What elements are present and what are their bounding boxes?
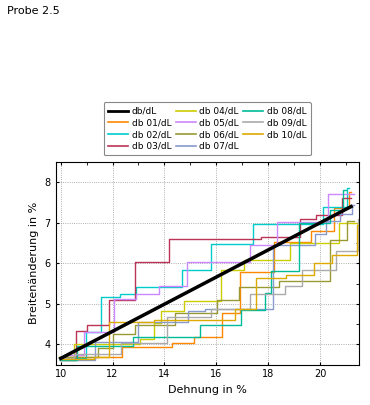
Text: Probe 2.5: Probe 2.5	[7, 6, 60, 16]
Y-axis label: Breitenänderung in %: Breitenänderung in %	[29, 202, 39, 324]
X-axis label: Dehnung in %: Dehnung in %	[168, 385, 247, 395]
Legend: db/dL, db 01/dL, db 02/dL, db 03/dL, db 04/dL, db 05/dL, db 06/dL, db 07/dL, db : db/dL, db 01/dL, db 02/dL, db 03/dL, db …	[104, 102, 311, 156]
